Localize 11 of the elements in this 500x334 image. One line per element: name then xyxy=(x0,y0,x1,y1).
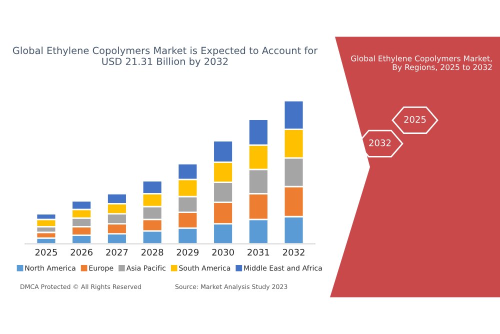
x-tick-label: 2032 xyxy=(282,248,304,256)
x-tick-label: 2031 xyxy=(248,248,270,256)
x-tick-label: 2025 xyxy=(35,248,57,256)
text: 2032 xyxy=(369,139,391,146)
text: 2025 xyxy=(404,116,426,123)
chart-title: Global Ethylene Copolymers Market is Expected to Account for USD 21.31 Billion by 2032 xyxy=(12,46,318,67)
x-tick-label: 2029 xyxy=(176,248,199,256)
x-tick-label: 2028 xyxy=(141,248,164,256)
x-tick-label: 2030 xyxy=(212,248,234,256)
x-tick-label: 2026 xyxy=(70,248,93,256)
x-tick-label: 2027 xyxy=(106,248,128,256)
